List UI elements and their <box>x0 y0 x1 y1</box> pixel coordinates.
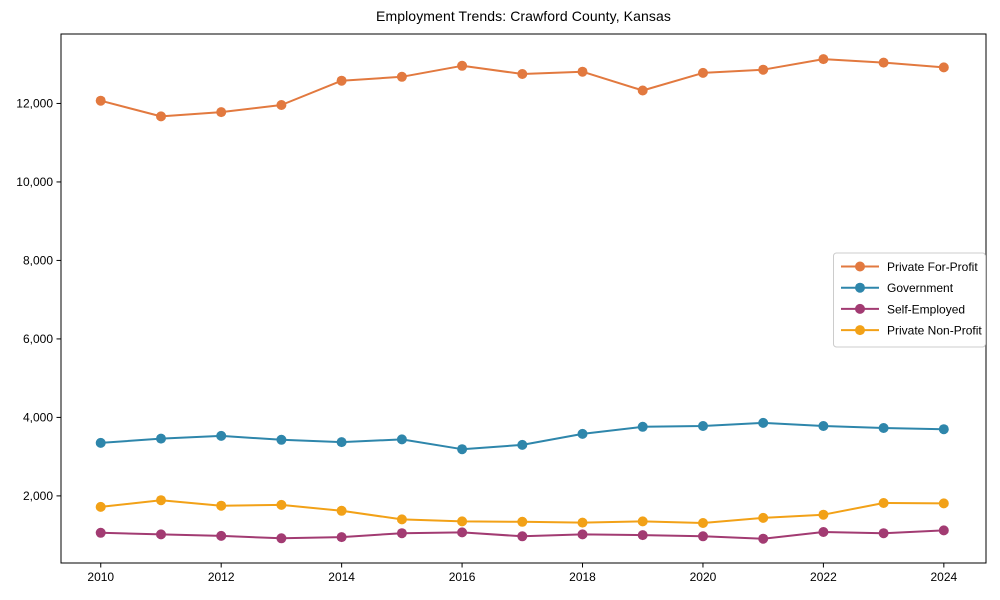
data-point <box>758 417 769 428</box>
legend-label: Private For-Profit <box>887 260 978 274</box>
series-markers-private-non-profit <box>95 495 949 528</box>
legend-swatch-marker <box>855 261 865 272</box>
data-point <box>336 505 347 516</box>
data-point <box>938 525 949 536</box>
data-point <box>698 531 708 542</box>
data-point <box>938 424 949 435</box>
data-point <box>95 95 106 106</box>
y-tick-label: 8,000 <box>23 253 53 267</box>
data-point <box>336 437 347 448</box>
data-point <box>577 66 588 77</box>
data-point <box>156 529 166 540</box>
data-point <box>517 531 528 542</box>
x-tick-label: 2020 <box>690 570 717 584</box>
series-markers-self-employed <box>95 525 949 544</box>
data-point <box>517 439 528 450</box>
legend-label: Government <box>887 281 954 295</box>
data-point <box>577 517 588 528</box>
data-point <box>276 100 287 110</box>
data-point <box>156 433 166 444</box>
data-point <box>95 527 106 538</box>
y-tick-label: 12,000 <box>16 96 53 110</box>
x-tick-label: 2024 <box>930 570 957 584</box>
legend-label: Self-Employed <box>887 302 965 316</box>
legend-swatch-marker <box>855 303 865 314</box>
legend-swatch-marker <box>855 282 865 293</box>
y-tick-label: 4,000 <box>23 410 53 424</box>
data-point <box>758 64 769 75</box>
legend-box <box>833 252 986 348</box>
x-tick-label: 2018 <box>569 570 596 584</box>
data-point <box>216 530 227 541</box>
data-point <box>156 495 166 506</box>
data-point <box>156 111 166 122</box>
x-tick-label: 2022 <box>810 570 837 584</box>
data-point <box>878 528 889 539</box>
data-point <box>276 533 287 544</box>
data-point <box>878 423 889 433</box>
data-point <box>878 498 889 508</box>
data-point <box>758 533 769 544</box>
data-point <box>216 107 227 118</box>
data-point <box>396 434 407 445</box>
data-point <box>637 421 648 432</box>
data-point <box>396 71 407 82</box>
legend-label: Private Non-Profit <box>887 324 982 338</box>
data-point <box>637 516 648 527</box>
data-point <box>637 85 648 96</box>
data-point <box>698 421 708 431</box>
data-point <box>758 512 769 523</box>
data-point <box>396 514 407 525</box>
legend-swatch-marker <box>855 325 865 336</box>
data-point <box>336 75 347 86</box>
data-point <box>577 529 588 540</box>
series-line-private-for-profit <box>99 58 945 118</box>
data-point <box>698 67 708 78</box>
y-tick-label: 6,000 <box>23 332 53 346</box>
chart-title: Employment Trends: Crawford County, Kans… <box>376 8 671 24</box>
legend: Private For-Profit Government Self-Employe… <box>833 252 986 348</box>
series-markers-private-for-profit <box>95 54 949 122</box>
data-point <box>457 60 468 71</box>
data-point <box>276 499 287 510</box>
x-tick-label: 2014 <box>328 570 355 584</box>
data-point <box>637 530 648 541</box>
data-point <box>457 516 468 527</box>
data-point <box>216 500 227 511</box>
data-point <box>698 518 708 528</box>
x-tick-label: 2012 <box>208 570 235 584</box>
data-point <box>577 428 588 439</box>
x-tick-label: 2016 <box>449 570 476 584</box>
data-point <box>457 444 468 455</box>
data-point <box>216 430 227 441</box>
data-point <box>457 527 468 538</box>
y-tick-label: 10,000 <box>16 175 53 189</box>
x-tick-label: 2010 <box>87 570 114 584</box>
data-point <box>818 421 829 431</box>
data-point <box>95 501 106 512</box>
data-point <box>396 528 407 539</box>
data-point <box>878 57 889 68</box>
data-point <box>938 62 949 73</box>
data-point <box>818 527 829 537</box>
data-point <box>517 516 528 527</box>
data-point <box>517 69 528 79</box>
series-markers-government <box>95 417 949 455</box>
data-point <box>818 54 829 65</box>
data-point <box>276 434 287 445</box>
y-tick-label: 2,000 <box>23 489 53 503</box>
data-point <box>818 509 829 520</box>
data-point <box>938 498 949 509</box>
data-point <box>95 437 106 448</box>
data-point <box>336 532 347 543</box>
